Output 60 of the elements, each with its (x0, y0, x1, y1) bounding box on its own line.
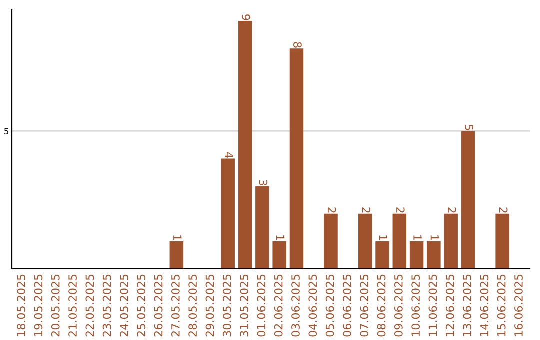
x-tick-label: 06.06.2025 (343, 274, 352, 337)
data-label: 3 (259, 180, 268, 186)
data-label: 5 (465, 125, 474, 130)
x-tick-label: 10.06.2025 (412, 274, 420, 336)
bar (221, 158, 235, 269)
data-label: 2 (448, 208, 456, 213)
data-label: 1 (414, 236, 422, 240)
bar (376, 241, 390, 269)
x-tick-label: 13.06.2025 (463, 274, 472, 336)
x-tick-label: 31.05.2025 (240, 274, 248, 337)
x-tick-label: 05.06.2025 (326, 274, 334, 337)
bar (444, 214, 458, 269)
bar (410, 241, 424, 269)
x-tick-label: 30.05.2025 (222, 274, 232, 337)
bar (290, 48, 304, 269)
data-label: 1 (174, 236, 182, 240)
x-tick-label: 03.06.2025 (292, 274, 300, 337)
x-tick-label: 24.05.2025 (120, 274, 128, 337)
x-tick-label: 21.05.2025 (68, 274, 77, 337)
bar (358, 214, 372, 269)
x-tick-label: 22.05.2025 (86, 274, 94, 337)
bar (238, 21, 252, 269)
x-tick-label: 04.06.2025 (308, 274, 318, 337)
x-tick-label: 29.05.2025 (206, 274, 214, 337)
x-tick-label: 28.05.2025 (188, 274, 198, 337)
x-tick-label: 19.05.2025 (34, 274, 43, 336)
x-tick-label: 18.05.2025 (17, 274, 26, 336)
bar (170, 241, 184, 269)
data-label: 2 (499, 208, 508, 213)
x-tick-label: 25.05.2025 (137, 274, 146, 337)
data-label: 4 (225, 152, 234, 158)
data-label: 9 (242, 14, 250, 20)
bar (392, 214, 407, 269)
x-tick-label: 20.05.2025 (51, 274, 60, 337)
x-tick-label: 09.06.2025 (394, 274, 403, 337)
data-label: 8 (294, 42, 302, 48)
data-label: 2 (362, 208, 371, 213)
bar (256, 186, 270, 269)
x-tick-label: 15.06.2025 (497, 274, 506, 336)
data-label: 1 (430, 236, 439, 240)
x-tick-label: 26.05.2025 (154, 274, 163, 337)
x-tick-label: 27.05.2025 (171, 274, 180, 337)
bar (461, 131, 476, 269)
bar (496, 214, 510, 269)
x-tick-label: 02.06.2025 (274, 274, 283, 337)
data-label: 1 (276, 236, 285, 240)
x-tick-label: 16.06.2025 (514, 274, 523, 336)
bar (427, 241, 441, 269)
data-label: 2 (396, 208, 405, 213)
x-tick-label: 01.06.2025 (257, 274, 266, 337)
x-tick-label: 14.06.2025 (480, 274, 489, 336)
x-tick-label: 08.06.2025 (377, 274, 386, 337)
bar (324, 214, 338, 269)
data-label: 1 (379, 236, 388, 240)
data-label: 2 (328, 208, 336, 213)
bar (272, 241, 286, 269)
x-tick-label: 07.06.2025 (360, 274, 369, 337)
x-tick-label: 12.06.2025 (446, 274, 454, 336)
x-tick-label: 23.05.2025 (102, 274, 112, 337)
x-tick-label: 11.06.2025 (428, 274, 438, 336)
